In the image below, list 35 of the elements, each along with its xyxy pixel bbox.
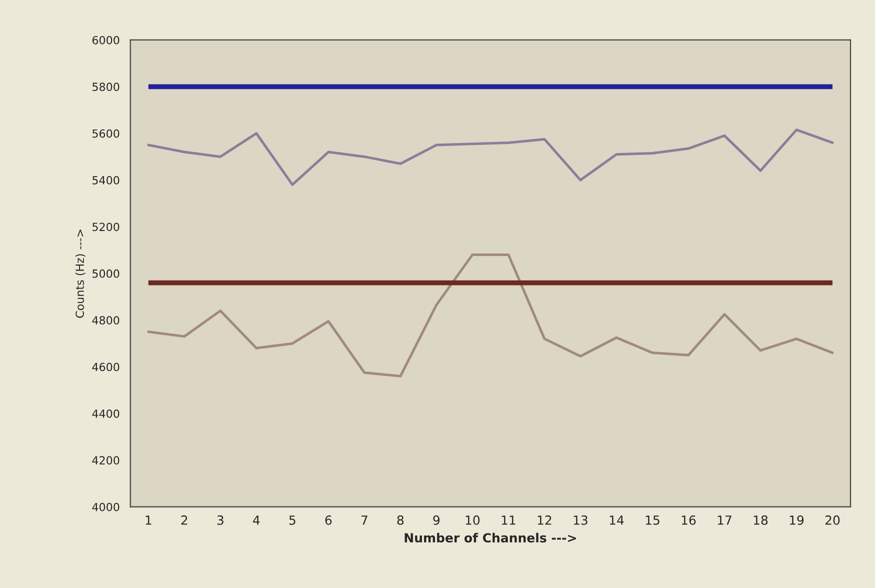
x-tick-label: 7 [361, 516, 368, 525]
y-tick-label: 5400 [92, 176, 120, 184]
x-tick-label: 11 [502, 516, 516, 525]
y-tick-label: 6000 [92, 36, 120, 44]
y-tick-label: 5000 [92, 269, 120, 278]
x-tick-label: 9 [433, 515, 440, 525]
x-tick-label: 2 [181, 515, 188, 525]
y-tick-label: 4200 [92, 456, 120, 465]
x-tick-label: 18 [754, 515, 768, 525]
x-tick-label: 3 [217, 515, 224, 525]
y-tick-label: 5200 [92, 222, 120, 232]
x-tick-label: 14 [610, 516, 624, 525]
y-tick-label: 4600 [92, 362, 120, 372]
x-tick-label: 10 [466, 515, 480, 525]
x-tick-label: 5 [289, 516, 296, 525]
y-tick-label: 5600 [92, 129, 120, 138]
x-tick-label: 6 [325, 515, 332, 525]
x-tick-label: 12 [538, 515, 552, 525]
line-series [147, 253, 834, 378]
x-tick-label: 20 [825, 515, 840, 525]
x-axis-title: Number of Channels ---> [404, 532, 576, 543]
y-tick-label: 4800 [92, 316, 120, 324]
x-tick-label: 15 [646, 516, 660, 525]
x-tick-label: 4 [253, 516, 260, 525]
x-tick-label: 16 [682, 515, 696, 525]
x-tick-label: 8 [397, 515, 404, 525]
x-tick-label: 19 [790, 515, 804, 525]
y-axis-title: Counts (Hz) ---> [75, 230, 86, 318]
y-tick-label: 4400 [92, 409, 120, 418]
y-tick-label: 4000 [92, 502, 120, 512]
x-tick-label: 1 [146, 516, 152, 525]
x-tick-label: 13 [574, 515, 588, 525]
y-tick-label: 5800 [92, 82, 120, 92]
line-series [147, 128, 834, 186]
x-tick-label: 17 [718, 516, 732, 525]
